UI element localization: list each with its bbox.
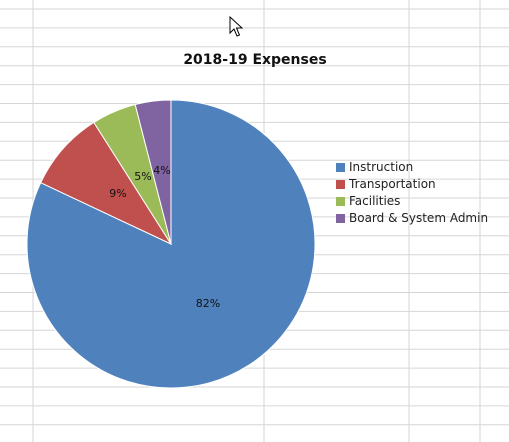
legend-item-transportation: Transportation bbox=[336, 176, 436, 192]
pie-slice-transportation bbox=[40, 121, 173, 246]
legend-swatch-admin bbox=[336, 213, 345, 223]
pie-data-label: 5% bbox=[134, 170, 151, 183]
legend-label: Instruction bbox=[349, 160, 414, 174]
legend-item-admin: Board & System Admin bbox=[336, 210, 488, 226]
legend-swatch-instruction bbox=[336, 162, 345, 172]
pie-data-label: 82% bbox=[196, 297, 220, 310]
legend-label: Transportation bbox=[349, 177, 436, 191]
legend-swatch-facilities bbox=[336, 196, 345, 206]
chart-title: 2018-19 Expenses bbox=[183, 52, 327, 68]
pie-data-label: 4% bbox=[153, 164, 170, 177]
legend-label: Facilities bbox=[349, 194, 401, 208]
legend-label: Board & System Admin bbox=[349, 211, 489, 225]
pie-data-label: 9% bbox=[109, 187, 126, 200]
mouse-pointer-icon bbox=[229, 16, 244, 37]
pie-slice-admin bbox=[134, 99, 172, 245]
legend-item-instruction: Instruction bbox=[336, 159, 413, 175]
legend-item-facilities: Facilities bbox=[336, 193, 400, 209]
legend-swatch-transportation bbox=[336, 179, 345, 189]
